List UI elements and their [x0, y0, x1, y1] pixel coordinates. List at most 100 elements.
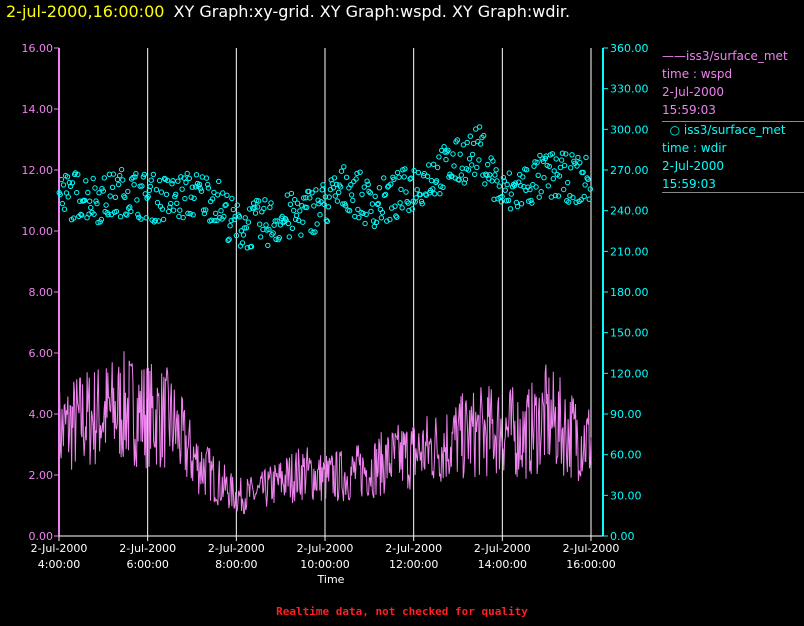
- wdir-point: [561, 162, 568, 169]
- wdir-point: [577, 159, 583, 166]
- wdir-point: [239, 240, 246, 246]
- wdir-point: [496, 183, 502, 189]
- wdir-point: [167, 204, 173, 210]
- wdir-point: [537, 152, 543, 159]
- wdir-point: [216, 178, 222, 185]
- wdir-point: [570, 194, 576, 201]
- wdir-point: [227, 223, 233, 229]
- wdir-point: [501, 178, 507, 184]
- wdir-point: [255, 198, 262, 204]
- legend-entry-wspd[interactable]: ——iss3/surface_met time : wspd 2-Jul-200…: [662, 47, 804, 122]
- wdir-point: [586, 196, 592, 202]
- wdir-point: [297, 208, 303, 214]
- wdir-point: [365, 181, 371, 188]
- wdir-point: [200, 207, 207, 213]
- wdir-point: [487, 172, 493, 178]
- wdir-point: [585, 176, 591, 183]
- wdir-point: [88, 204, 94, 211]
- wdir-point: [178, 174, 184, 180]
- right-tick-label: 330.00: [610, 83, 649, 96]
- legend-wdir-time: 15:59:03: [662, 177, 716, 191]
- wdir-point: [135, 211, 141, 218]
- wdir-point: [252, 204, 258, 211]
- wdir-point: [460, 142, 467, 148]
- wdir-point: [301, 195, 307, 201]
- wdir-point: [208, 217, 215, 223]
- wdir-point: [122, 194, 128, 201]
- wdir-point: [359, 191, 365, 198]
- wdir-point: [558, 157, 565, 163]
- wdir-point: [535, 172, 541, 179]
- wdir-point: [506, 170, 512, 176]
- wdir-point: [92, 185, 98, 191]
- wdir-point: [361, 184, 367, 190]
- wdir-point: [271, 222, 277, 228]
- wdir-point: [110, 171, 117, 177]
- wdir-point: [325, 204, 332, 210]
- wdir-point: [142, 191, 149, 197]
- wdir-point: [145, 193, 151, 200]
- wdir-point: [473, 126, 479, 132]
- wdir-point: [405, 200, 411, 206]
- x-tick-date-label: 2-Jul-2000: [297, 542, 354, 555]
- wdir-point: [397, 200, 403, 206]
- wdir-point: [112, 194, 119, 201]
- right-tick-label: 240.00: [610, 205, 649, 218]
- wdir-point: [385, 184, 391, 190]
- wdir-point: [236, 214, 243, 220]
- wdir-point: [153, 187, 160, 193]
- wdir-point: [587, 186, 593, 192]
- x-tick-time-label: 8:00:00: [215, 558, 257, 571]
- wdir-point: [450, 151, 456, 157]
- wdir-point: [100, 188, 107, 194]
- wdir-point: [268, 200, 274, 206]
- x-tick-time-label: 12:00:00: [389, 558, 438, 571]
- wdir-point: [549, 151, 555, 157]
- wdir-point: [57, 191, 63, 198]
- wdir-point: [518, 201, 525, 207]
- legend-wdir-date: 2-Jul-2000: [662, 159, 724, 173]
- wdir-point: [234, 202, 241, 208]
- wdir-point: [514, 203, 521, 210]
- wspd-series-line: [58, 351, 592, 515]
- wdir-point: [294, 200, 301, 206]
- wdir-point: [332, 193, 338, 199]
- wdir-point: [115, 181, 122, 188]
- wdir-point: [252, 210, 259, 216]
- wdir-point: [160, 216, 167, 223]
- wdir-point: [553, 156, 559, 162]
- legend-entry-wdir[interactable]: ○ iss3/surface_met time : wdir 2-Jul-200…: [662, 121, 804, 193]
- wdir-point: [191, 195, 197, 202]
- left-tick-label: 2.00: [29, 469, 54, 482]
- wdir-point: [388, 181, 394, 187]
- wdir-point: [203, 207, 209, 213]
- wdir-point: [180, 214, 186, 221]
- wdir-point: [434, 164, 441, 171]
- wdir-point: [318, 199, 324, 205]
- wdir-point: [580, 169, 586, 176]
- wdir-point: [407, 176, 413, 182]
- wdir-point: [336, 189, 342, 196]
- wdir-point: [170, 207, 177, 213]
- right-tick-label: 90.00: [610, 408, 642, 421]
- wdir-point: [466, 156, 473, 162]
- wdir-point: [205, 185, 212, 191]
- wdir-point: [138, 216, 144, 222]
- wdir-point: [229, 195, 235, 202]
- wdir-point: [261, 205, 267, 212]
- wdir-point: [186, 175, 193, 182]
- wdir-point: [360, 210, 366, 217]
- wdir-point: [470, 140, 477, 147]
- wdir-point: [311, 203, 317, 209]
- wdir-point: [65, 194, 72, 200]
- wdir-point: [263, 222, 269, 228]
- wdir-point: [561, 186, 567, 193]
- wdir-point: [372, 193, 378, 200]
- wdir-point: [238, 228, 245, 234]
- wdir-point: [391, 176, 397, 183]
- wdir-point: [96, 190, 102, 196]
- right-tick-label: 180.00: [610, 286, 649, 299]
- wdir-point: [426, 162, 432, 168]
- wdir-point: [472, 171, 478, 178]
- x-tick-date-label: 2-Jul-2000: [119, 542, 176, 555]
